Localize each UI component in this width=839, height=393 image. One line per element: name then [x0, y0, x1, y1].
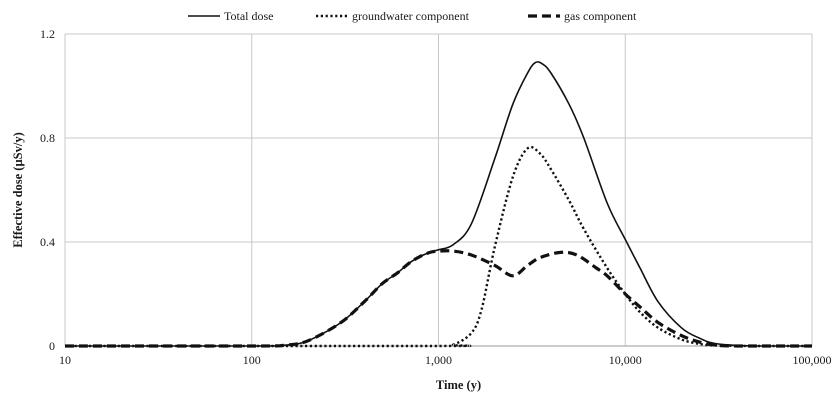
y-tick-label: 1.2	[40, 27, 55, 41]
y-axis-title: Effective dose (µSv/y)	[11, 132, 25, 248]
x-tick-label: 1,000	[425, 353, 452, 367]
series-line-total-dose	[65, 61, 812, 347]
series-line-gas-component	[65, 249, 812, 348]
x-tick-label: 100,000	[793, 353, 832, 367]
tick-labels: 0 0.4 0.8 1.2 10 100 1,000 10,000 100,000	[40, 27, 832, 367]
x-tick-label: 10	[59, 353, 71, 367]
y-tick-label: 0.8	[40, 131, 55, 145]
series-lines	[65, 61, 812, 348]
grid-lines	[64, 33, 813, 346]
y-tick-label: 0.4	[40, 235, 55, 249]
x-tick-label: 10,000	[609, 353, 642, 367]
y-tick-label: 0	[49, 339, 55, 353]
series-line-groundwater-component	[65, 145, 812, 348]
x-tick-label: 100	[243, 353, 261, 367]
legend-label: groundwater component	[352, 9, 470, 23]
legend-label: gas component	[564, 9, 637, 23]
x-axis-title: Time (y)	[436, 378, 481, 392]
legend-label: Total dose	[224, 9, 273, 23]
legend: Total dose groundwater component gas compo…	[188, 9, 637, 23]
